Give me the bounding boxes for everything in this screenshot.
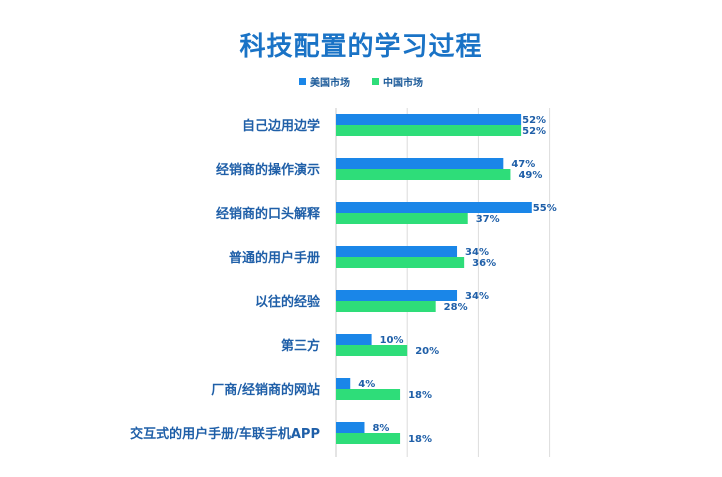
legend-swatch-cn [372, 78, 379, 85]
legend-label-us: 美国市场 [310, 78, 350, 89]
category-label: 交互式的用户手册/车联手机APP [130, 426, 320, 442]
bar-us [336, 158, 504, 169]
bar-us [336, 378, 351, 389]
category-label: 自己边用边学 [242, 118, 320, 134]
bar-us [336, 334, 372, 345]
category-label: 普通的用户手册 [229, 250, 320, 266]
data-label-us: 4% [358, 379, 375, 390]
data-label-cn: 52% [522, 126, 546, 137]
bar-cn [336, 257, 465, 268]
legend-item-cn: 中国市场 [372, 74, 423, 89]
bar-us [336, 202, 532, 213]
bar-cn [336, 301, 436, 312]
data-label-cn: 18% [408, 434, 432, 445]
category-label: 以往的经验 [255, 294, 321, 310]
bar-cn [336, 389, 401, 400]
data-label-us: 8% [372, 423, 389, 434]
bar-us [336, 246, 458, 257]
category-label: 经销商的操作演示 [216, 162, 320, 178]
data-label-us: 34% [465, 247, 489, 258]
data-label-us: 47% [511, 159, 535, 170]
legend-swatch-us [299, 78, 306, 85]
data-label-cn: 36% [472, 258, 496, 269]
chart-title: 科技配置的学习过程 [239, 32, 483, 62]
category-label: 厂商/经销商的网站 [211, 382, 320, 398]
legend-label-cn: 中国市场 [383, 78, 423, 89]
data-label-cn: 49% [518, 170, 542, 181]
bar-us [336, 290, 458, 301]
data-label-cn: 18% [408, 390, 432, 401]
bar-cn [336, 125, 522, 136]
data-label-us: 52% [522, 115, 546, 126]
bar-cn [336, 345, 408, 356]
data-label-cn: 37% [476, 214, 500, 225]
category-label: 经销商的口头解释 [216, 206, 321, 222]
legend: 美国市场 中国市场 [0, 74, 722, 89]
bar-us [336, 422, 365, 433]
legend-item-us: 美国市场 [299, 74, 350, 89]
bar-us [336, 114, 522, 125]
bar-cn [336, 169, 511, 180]
bar-cn [336, 213, 468, 224]
data-label-us: 55% [533, 203, 557, 214]
category-label: 第三方 [281, 338, 320, 354]
data-label-us: 34% [465, 291, 489, 302]
data-label-us: 10% [380, 335, 404, 346]
data-label-cn: 20% [415, 346, 439, 357]
data-label-cn: 28% [444, 302, 468, 313]
bar-cn [336, 433, 401, 444]
